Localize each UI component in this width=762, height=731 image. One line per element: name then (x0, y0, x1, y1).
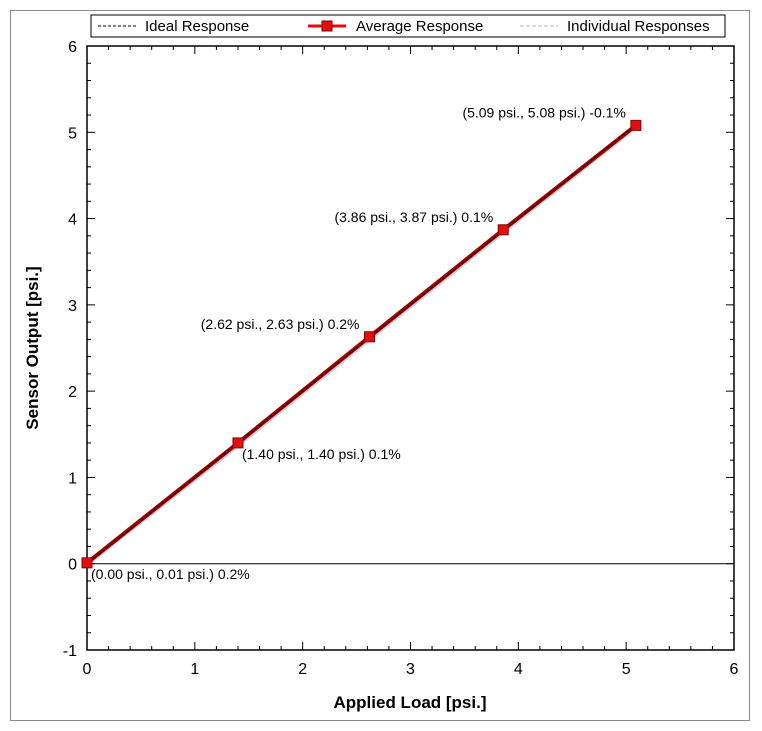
average-response-point (364, 331, 376, 343)
data-point-annotation: (0.00 psi., 0.01 psi.) 0.2% (91, 566, 250, 582)
annotations: (0.00 psi., 0.01 psi.) 0.2% (1.40 psi., 1… (91, 104, 626, 581)
x-tick-label: 2 (298, 661, 307, 678)
average-response-point (497, 224, 509, 236)
y-tick-label: 5 (68, 125, 77, 142)
x-tick-label: 4 (514, 661, 523, 678)
x-tick-label: 1 (190, 661, 199, 678)
axis-ticks: 0 1 2 3 4 5 6 -1 0 1 2 3 4 5 6 (63, 39, 739, 678)
legend-swatch-average-marker (321, 20, 333, 32)
legend-box (90, 14, 726, 38)
data-point-annotation: (3.86 psi., 3.87 psi.) 0.1% (334, 209, 493, 225)
x-tick-label: 0 (83, 661, 92, 678)
y-tick-label: 0 (68, 557, 77, 574)
data-point-annotation: (5.09 psi., 5.08 psi.) -0.1% (462, 104, 625, 120)
series-layer (81, 119, 642, 569)
legend-label-individual: Individual Responses (567, 18, 710, 35)
x-tick-label: 5 (622, 661, 631, 678)
y-axis-title: Sensor Output [psi.] (23, 266, 42, 429)
x-tick-label: 6 (730, 661, 739, 678)
average-response-point (630, 119, 642, 131)
y-tick-label: 1 (68, 470, 77, 487)
series-ideal-response (86, 124, 637, 565)
y-tick-label: 3 (68, 298, 77, 315)
average-response-point (232, 437, 244, 449)
y-tick-label: 6 (68, 39, 77, 56)
y-tick-label: 4 (68, 212, 77, 229)
y-tick-label: 2 (68, 384, 77, 401)
data-point-annotation: (2.62 psi., 2.63 psi.) 0.2% (201, 316, 360, 332)
average-response-point (81, 557, 93, 569)
y-tick-label: -1 (63, 643, 77, 660)
chart-frame (10, 10, 750, 721)
legend-label-average: Average Response (356, 18, 483, 35)
legend: Ideal Response Average Response Individu… (90, 14, 726, 38)
plot-area-border (86, 45, 735, 651)
data-point-annotation: (1.40 psi., 1.40 psi.) 0.1% (242, 446, 401, 462)
legend-label-ideal: Ideal Response (145, 18, 249, 35)
x-tick-label: 3 (406, 661, 415, 678)
x-axis-title: Applied Load [psi.] (334, 693, 487, 712)
